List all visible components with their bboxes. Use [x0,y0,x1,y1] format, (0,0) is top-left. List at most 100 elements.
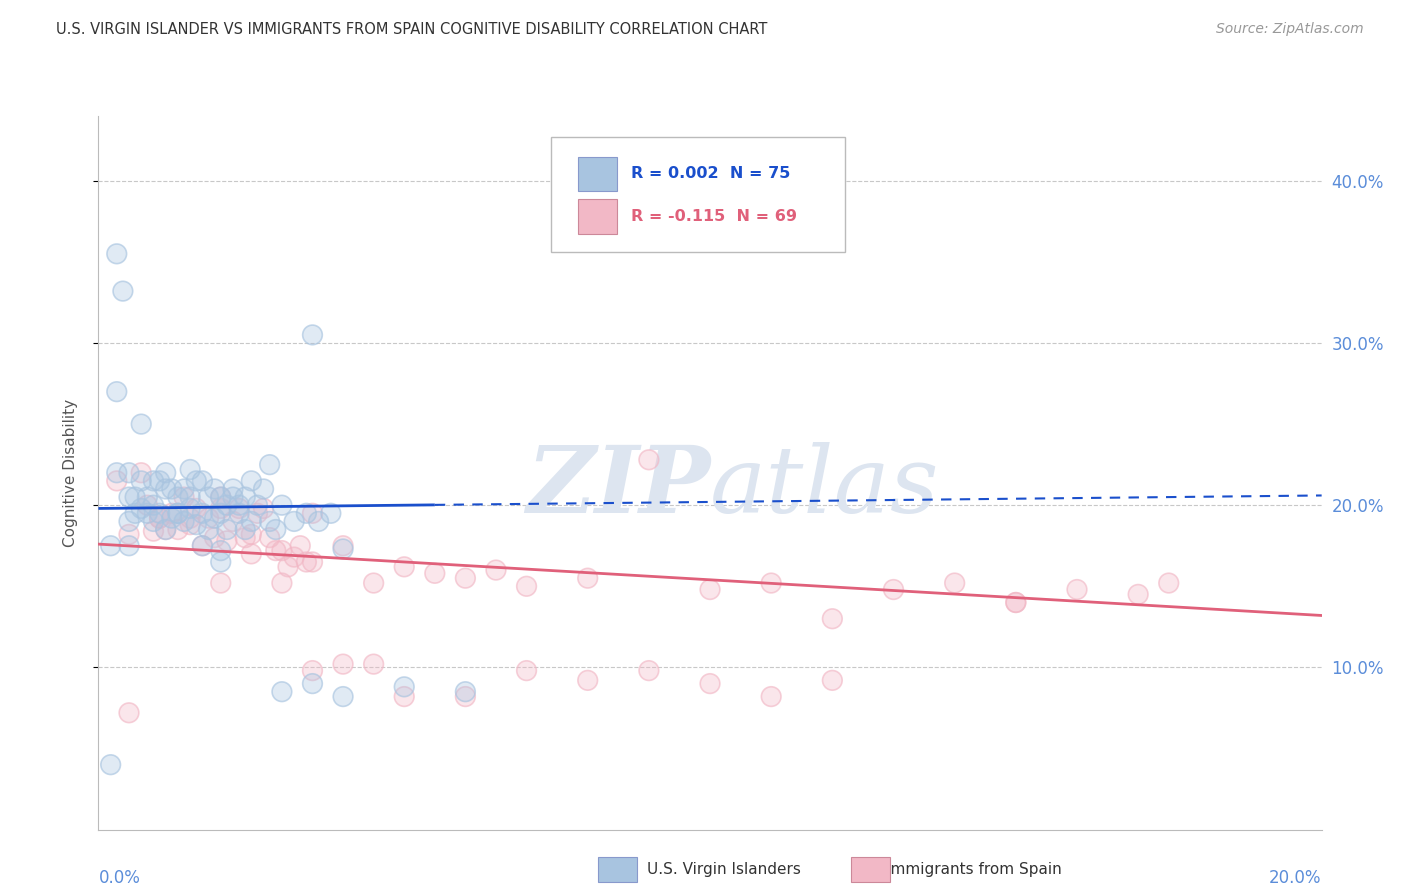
Point [319,506,342,520]
Point [129,474,152,488]
Point [209,555,232,569]
Point [516,664,538,678]
Point [283,515,305,529]
Point [149,506,172,520]
Point [179,462,201,476]
Bar [578,157,617,191]
Point [332,539,354,553]
Point [118,490,141,504]
Point [197,523,219,537]
Point [105,247,128,261]
Point [179,490,201,504]
Text: atlas: atlas [710,442,939,532]
Point [118,706,141,720]
Point [252,482,274,496]
Point [100,539,122,553]
Point [136,490,159,504]
Point [209,576,232,591]
Point [179,501,201,516]
Point [142,515,165,529]
Point [149,506,172,520]
Point [160,506,183,520]
Point [209,490,232,504]
Point [155,523,177,537]
Text: R = -0.115  N = 69: R = -0.115 N = 69 [630,209,797,224]
Point [270,498,292,512]
Point [149,511,172,525]
Point [259,458,281,472]
Point [264,523,287,537]
Point [155,523,177,537]
Text: Immigrants from Spain: Immigrants from Spain [886,863,1062,877]
Point [454,690,477,704]
Point [179,517,201,532]
Point [699,582,721,597]
Point [100,757,122,772]
Point [277,559,299,574]
Point [637,452,661,467]
Point [129,466,152,480]
Point [197,490,219,504]
Point [283,550,305,565]
Point [301,327,323,342]
Point [308,515,330,529]
Point [105,466,128,480]
Point [100,757,122,772]
Point [943,576,966,591]
Point [637,664,661,678]
Point [240,515,263,529]
Point [883,582,905,597]
Point [576,673,599,688]
Point [319,506,342,520]
Point [252,501,274,516]
Point [186,501,208,516]
Point [454,571,477,585]
Point [295,555,318,569]
Point [516,579,538,593]
Point [155,523,177,537]
Point [149,511,172,525]
Point [167,506,190,520]
Point [197,511,219,525]
Point [283,515,305,529]
Point [637,452,661,467]
Point [332,657,354,672]
Point [332,539,354,553]
Point [215,523,238,537]
Point [118,539,141,553]
Point [308,515,330,529]
Point [124,490,146,504]
Point [149,474,172,488]
Point [392,680,416,694]
Point [295,555,318,569]
Point [209,490,232,504]
Point [136,498,159,512]
Point [454,684,477,698]
Point [363,657,385,672]
Point [246,506,269,520]
Point [363,576,385,591]
Point [259,531,281,545]
Point [209,490,232,504]
Point [173,515,195,529]
Point [179,490,201,504]
Text: R = 0.002  N = 75: R = 0.002 N = 75 [630,166,790,181]
Point [197,490,219,504]
Point [264,523,287,537]
Point [1066,582,1088,597]
Point [142,515,165,529]
Point [454,690,477,704]
Point [301,555,323,569]
Point [821,612,844,626]
Point [209,490,232,504]
Y-axis label: Cognitive Disability: Cognitive Disability [63,399,77,547]
Point [111,284,134,298]
Point [228,501,250,516]
Point [270,684,292,698]
Point [129,417,152,431]
Point [821,673,844,688]
Point [129,417,152,431]
Point [290,539,312,553]
FancyBboxPatch shape [551,137,845,252]
Point [233,531,256,545]
